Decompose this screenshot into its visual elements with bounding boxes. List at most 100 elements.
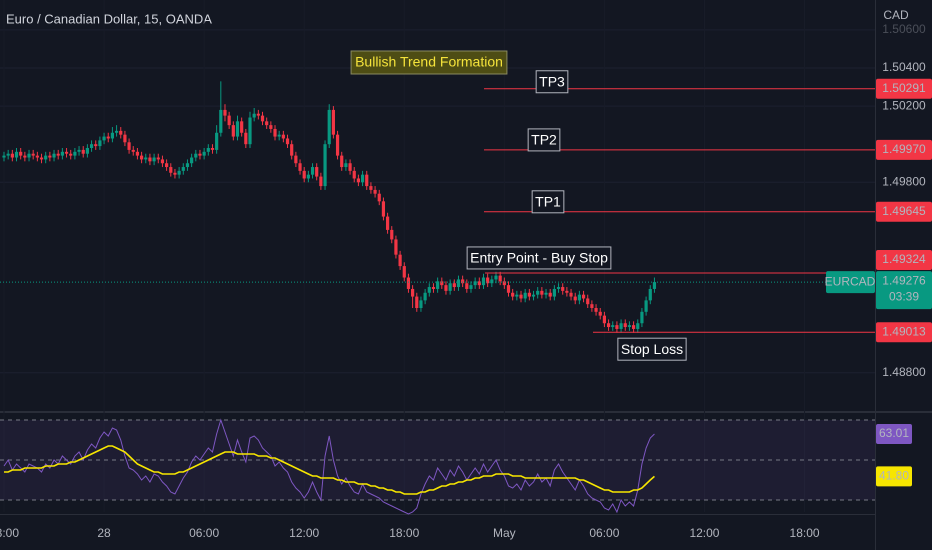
candle-body <box>194 153 198 158</box>
candle-body <box>106 136 110 139</box>
candle-body <box>348 163 352 171</box>
candle-body <box>277 134 281 137</box>
candle-body <box>385 216 390 230</box>
candle-body <box>598 311 602 316</box>
x-tick-label: 28 <box>97 526 111 540</box>
candle-body <box>327 109 331 145</box>
candle-body <box>98 140 102 147</box>
candles <box>2 81 657 333</box>
candle-body <box>227 115 231 126</box>
candle-body <box>581 294 586 299</box>
candle-body <box>531 294 536 297</box>
level-label-box <box>531 190 565 214</box>
candle-body <box>64 151 69 154</box>
candle-body <box>398 254 402 267</box>
level-price: 1.49970 <box>882 142 926 156</box>
candle-body <box>173 172 177 175</box>
candle-body <box>465 283 469 289</box>
candle-body <box>590 304 594 308</box>
level-label: Stop Loss <box>621 341 683 357</box>
candle-body <box>373 189 377 194</box>
x-tick-label: 06:00 <box>189 526 219 540</box>
candle-body <box>77 149 81 152</box>
candle-body <box>240 121 244 133</box>
candle-body <box>256 113 260 116</box>
candle-body <box>473 281 477 286</box>
symbol-tag <box>826 271 875 294</box>
candle-body <box>502 281 506 286</box>
candle-body <box>310 167 315 175</box>
y-tick-label: 1.48800 <box>882 365 926 379</box>
candle-body <box>185 163 190 168</box>
candle-body <box>69 153 73 156</box>
level-price: 1.49324 <box>882 252 926 266</box>
last-price: 1.49276 <box>882 273 926 287</box>
candle-body <box>477 281 481 286</box>
candle-body <box>415 296 419 308</box>
symbol: EURCAD <box>825 274 876 288</box>
candle-body <box>290 144 294 156</box>
candle-body <box>648 288 652 301</box>
last-price-tag <box>876 271 932 310</box>
candle-body <box>652 282 657 289</box>
candle-body <box>561 287 565 291</box>
rsi-value: 63.01 <box>879 426 909 440</box>
x-tick-label: 18:00 <box>790 526 820 540</box>
candle-body <box>85 148 89 154</box>
candle-body <box>381 201 386 217</box>
candle-body <box>35 155 39 158</box>
candle-body <box>2 155 6 158</box>
candle-body <box>644 300 648 312</box>
candle-body <box>490 279 494 284</box>
candle-body <box>231 125 235 137</box>
countdown: 03:39 <box>889 289 919 303</box>
candle-body <box>123 134 127 143</box>
candle-body <box>548 292 552 297</box>
candle-body <box>273 128 277 137</box>
candle-body <box>540 290 544 295</box>
candle-body <box>10 153 14 158</box>
candle-body <box>281 134 285 139</box>
candle-body <box>235 121 240 137</box>
candle-body <box>427 287 431 293</box>
candle-body <box>515 294 519 297</box>
candle-body <box>594 308 598 312</box>
candle-body <box>440 281 444 286</box>
candle-body <box>360 174 365 183</box>
level-label: TP1 <box>535 194 561 210</box>
level-price: 1.49645 <box>882 204 926 218</box>
level-price: 1.49013 <box>882 324 926 338</box>
candle-body <box>419 300 423 308</box>
candle-body <box>144 157 148 160</box>
candle-body <box>423 292 427 301</box>
currency: CAD <box>883 8 909 22</box>
level-price-tag <box>876 249 932 270</box>
candle-body <box>160 159 165 164</box>
candle-body <box>606 323 611 328</box>
candle-body <box>619 323 623 329</box>
candle-body <box>369 186 373 190</box>
candle-body <box>306 174 310 179</box>
level-label: TP3 <box>539 73 565 89</box>
candle-body <box>523 292 527 299</box>
rsi-value-tag <box>876 466 912 487</box>
chart-title: Euro / Canadian Dollar, 15, OANDA <box>6 11 212 26</box>
candle-body <box>573 296 577 301</box>
candle-body <box>552 288 556 297</box>
candle-body <box>285 138 290 145</box>
candle-body <box>19 151 23 156</box>
annotation: Bullish Trend Formation <box>355 54 503 70</box>
candle-body <box>52 153 56 158</box>
level-label-box <box>527 128 561 152</box>
candle-body <box>215 132 219 150</box>
candle-body <box>119 130 123 135</box>
candle-body <box>511 292 515 297</box>
candle-body <box>331 109 335 135</box>
candle-body <box>486 277 490 284</box>
candle-body <box>481 277 486 286</box>
candle-body <box>394 239 398 255</box>
candle-body <box>565 290 569 293</box>
candle-body <box>536 290 540 295</box>
candle-body <box>335 134 340 156</box>
